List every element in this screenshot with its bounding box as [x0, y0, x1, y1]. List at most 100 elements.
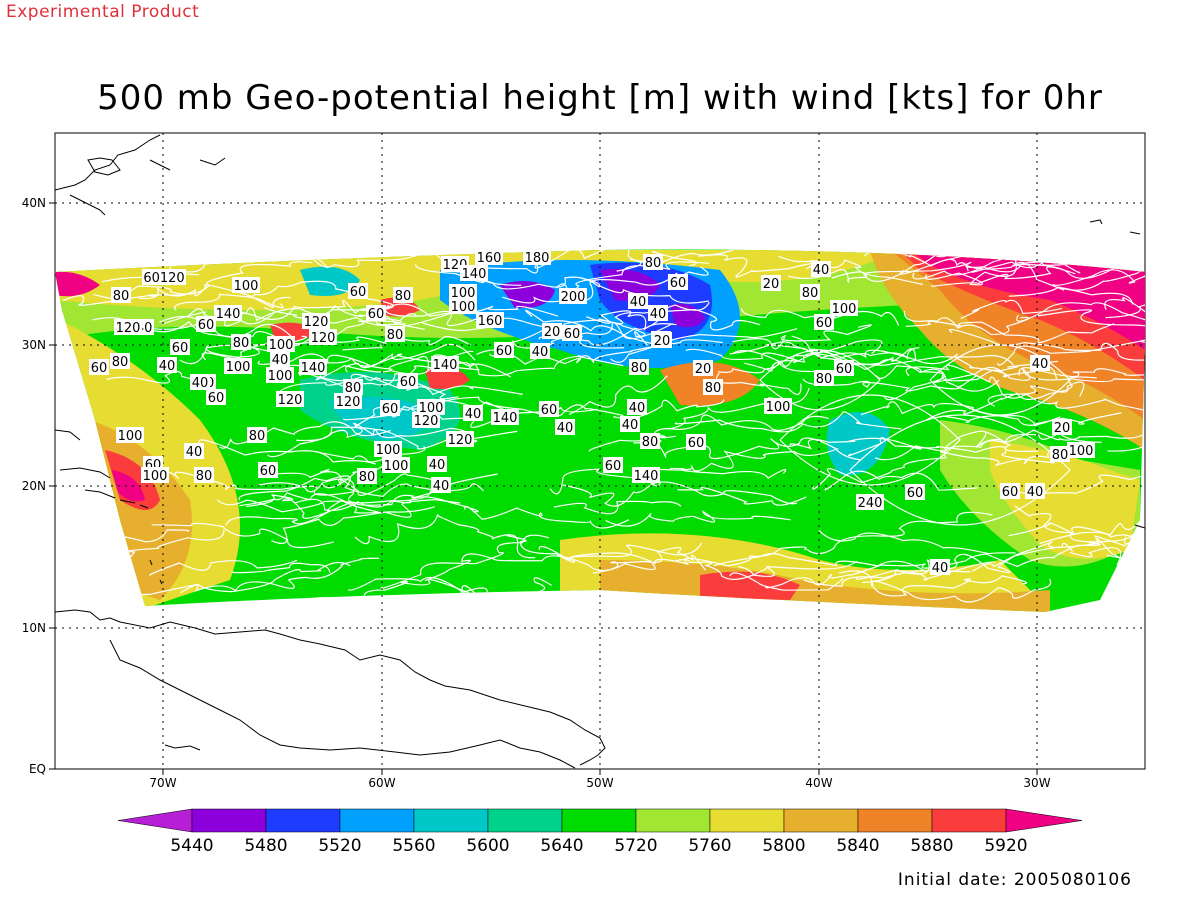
- wind-label-text: 240: [858, 496, 883, 511]
- wind-label-box: [1067, 442, 1095, 458]
- wind-label-box: [302, 313, 330, 329]
- wind-label-box: [830, 300, 858, 316]
- wind-label-box: [431, 477, 451, 493]
- colorbar-swatch: [339, 808, 415, 833]
- wind-label-text: 20: [544, 325, 561, 340]
- wind-label: 80: [629, 359, 649, 376]
- wind-label: 40: [530, 343, 550, 360]
- contour-line: [231, 562, 331, 574]
- wind-label-text: 100: [419, 401, 444, 416]
- contour-line: [1034, 309, 1145, 336]
- contour-line: [971, 537, 1145, 573]
- colorbar-swatch: [857, 808, 933, 833]
- contour-line: [956, 357, 1145, 383]
- wind-label: 60: [398, 373, 418, 390]
- wind-label-box: [427, 456, 447, 472]
- contour-line: [342, 336, 471, 351]
- wind-label-text: 40: [932, 561, 949, 576]
- coast-south-america: [55, 609, 606, 769]
- wind-label-text: 60: [564, 327, 581, 342]
- coast-atlantic-islands: [1089, 219, 1145, 529]
- colorbar-swatch: [561, 808, 637, 833]
- colorbar-swatch: [635, 808, 711, 833]
- contour-loop: [759, 349, 881, 411]
- chart-title: 500 mb Geo-potential height [m] with win…: [97, 78, 1103, 118]
- wind-label: 140: [460, 265, 488, 282]
- wind-label-text: 20: [763, 277, 780, 292]
- colorbar-swatch: [265, 808, 341, 833]
- contour-line: [347, 576, 479, 598]
- fill-cyan-central: [826, 412, 890, 476]
- colorbar-label: 5760: [688, 836, 731, 856]
- contour-line: [307, 355, 429, 372]
- wind-label-text: 100: [268, 369, 293, 384]
- contour-line: [737, 560, 858, 577]
- wind-label-text: 80: [395, 289, 412, 304]
- contour-line: [481, 249, 666, 274]
- wind-label: 60: [562, 325, 582, 342]
- wind-label-box: [196, 316, 216, 332]
- wind-label: 20: [761, 275, 781, 292]
- contour-line: [729, 572, 844, 591]
- wind-label-box: [530, 343, 550, 359]
- wind-label-text: 40: [813, 263, 830, 278]
- wind-label-box: [1030, 355, 1050, 371]
- graticule: [55, 133, 1145, 769]
- wind-label-box: [334, 393, 362, 409]
- wind-label-box: [206, 389, 226, 405]
- contour-line: [949, 328, 1145, 361]
- wind-label-text: 80: [345, 381, 362, 396]
- contour-line: [354, 513, 536, 559]
- wind-label: 120: [446, 431, 474, 448]
- contour-line: [713, 553, 927, 573]
- lat-tick-label: 10N: [22, 621, 46, 635]
- initial-date: Initial date: 2005080106: [897, 870, 1132, 890]
- wind-label: 100: [417, 399, 445, 416]
- contour-line: [966, 261, 1134, 305]
- wind-label: 100: [382, 457, 410, 474]
- contour-line: [179, 335, 307, 365]
- wind-label: 40: [463, 405, 483, 422]
- colorbar-label: 5840: [836, 836, 879, 856]
- contour-line: [605, 510, 791, 527]
- wind-label-box: [417, 399, 445, 415]
- axes: 40N 30N 20N 10N EQ 70W 60W 50W 40W 30W: [22, 196, 1051, 790]
- wind-label-box: [184, 443, 204, 459]
- wind-label: 80: [357, 468, 377, 485]
- wind-label-box: [814, 370, 834, 386]
- wind-label-box: [693, 360, 713, 376]
- wind-label: 40: [811, 261, 831, 278]
- wind-label: 100: [1067, 442, 1095, 459]
- colorbar-label: 5480: [244, 836, 287, 856]
- wind-label-text: 40: [186, 445, 203, 460]
- colorbar-max-arrow: [1005, 808, 1083, 833]
- contour-line: [525, 309, 666, 349]
- contour-line: [219, 421, 391, 449]
- wind-label-box: [366, 305, 386, 321]
- colorbar-label: 5920: [984, 836, 1027, 856]
- wind-label: 160: [475, 249, 503, 266]
- wind-label: 60: [366, 305, 386, 322]
- contour-line: [803, 561, 996, 588]
- colorbar-label: 5600: [466, 836, 509, 856]
- contour-lines: [62, 249, 1145, 606]
- wind-label-box: [116, 427, 144, 443]
- lat-tick-label: 40N: [22, 196, 46, 210]
- wind-label-box: [446, 431, 474, 447]
- contour-line: [174, 293, 284, 311]
- colorbar-label: 5520: [318, 836, 361, 856]
- wind-label: 140: [299, 359, 327, 376]
- wind-label-text: 40: [630, 295, 647, 310]
- wind-label-text: 120: [336, 395, 361, 410]
- contour-line: [581, 277, 709, 304]
- contour-line: [148, 559, 298, 576]
- fill-red-central: [425, 366, 470, 389]
- wind-label-box: [157, 357, 177, 373]
- wind-label-text: 140: [462, 267, 487, 282]
- wind-label: 180: [523, 249, 551, 266]
- wind-label: 100: [449, 284, 477, 301]
- contour-line: [613, 399, 725, 419]
- contour-line: [330, 304, 487, 327]
- fill-magenta-east: [910, 250, 1145, 350]
